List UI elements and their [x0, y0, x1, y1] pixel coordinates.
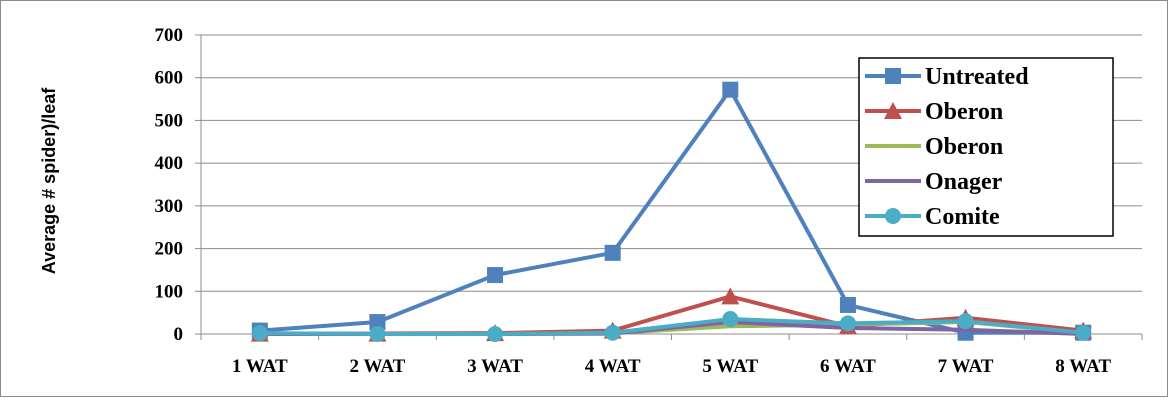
- legend-label: Onager: [925, 169, 1003, 195]
- series-lines: [250, 81, 1093, 342]
- legend-item: Oberon: [865, 134, 1003, 160]
- data-point-circle: [957, 313, 974, 330]
- data-point-circle: [251, 325, 268, 342]
- data-point-circle: [604, 324, 621, 341]
- y-axis-label: Average # spider)/leaf: [39, 87, 59, 274]
- data-point-circle: [722, 311, 739, 328]
- x-tick-label: 1 WAT: [232, 356, 288, 377]
- data-point-square: [839, 296, 856, 313]
- legend-label: Untreated: [925, 64, 1029, 90]
- data-point-square: [487, 267, 504, 284]
- y-tick-label: 700: [155, 25, 184, 46]
- x-tick-label: 5 WAT: [702, 356, 758, 377]
- x-tick-label: 7 WAT: [938, 356, 994, 377]
- x-tick-label: 3 WAT: [467, 356, 523, 377]
- data-point-square: [885, 68, 901, 84]
- y-tick-label: 100: [155, 281, 184, 302]
- y-tick-label: 500: [155, 110, 184, 131]
- data-point-triangle: [884, 102, 902, 119]
- y-tick-label: 400: [155, 153, 184, 174]
- x-tick-label: 8 WAT: [1055, 356, 1111, 377]
- data-point-circle: [839, 315, 856, 332]
- data-point-square: [604, 244, 621, 261]
- y-tick-label: 0: [174, 324, 184, 345]
- series-line: [259, 317, 1084, 336]
- legend-item: Untreated: [865, 64, 1029, 90]
- data-point-circle: [1075, 324, 1092, 341]
- x-tick-label: 6 WAT: [820, 356, 876, 377]
- data-point-triangle: [721, 287, 740, 305]
- x-tick-label: 4 WAT: [585, 356, 641, 377]
- legend-label: Oberon: [925, 134, 1003, 160]
- data-point-square: [369, 314, 386, 331]
- y-tick-label: 200: [155, 239, 184, 260]
- legend-item: Onager: [865, 169, 1003, 195]
- legend-item: Comite: [865, 204, 1000, 230]
- data-point-circle: [487, 326, 504, 342]
- legend-label: Oberon: [925, 99, 1003, 125]
- data-point-circle: [885, 208, 901, 224]
- y-tick-label: 300: [155, 196, 184, 217]
- data-point-circle: [369, 326, 386, 342]
- y-tick-label: 600: [155, 68, 184, 89]
- legend-item: Oberon: [865, 99, 1003, 125]
- series-comite-4: [251, 311, 1092, 342]
- legend: Untreated Oberon Oberon Onager Comite: [858, 57, 1114, 237]
- x-tick-label: 2 WAT: [350, 356, 406, 377]
- legend-label: Comite: [925, 204, 1000, 230]
- data-point-square: [722, 81, 739, 98]
- gridlines: [201, 34, 1142, 292]
